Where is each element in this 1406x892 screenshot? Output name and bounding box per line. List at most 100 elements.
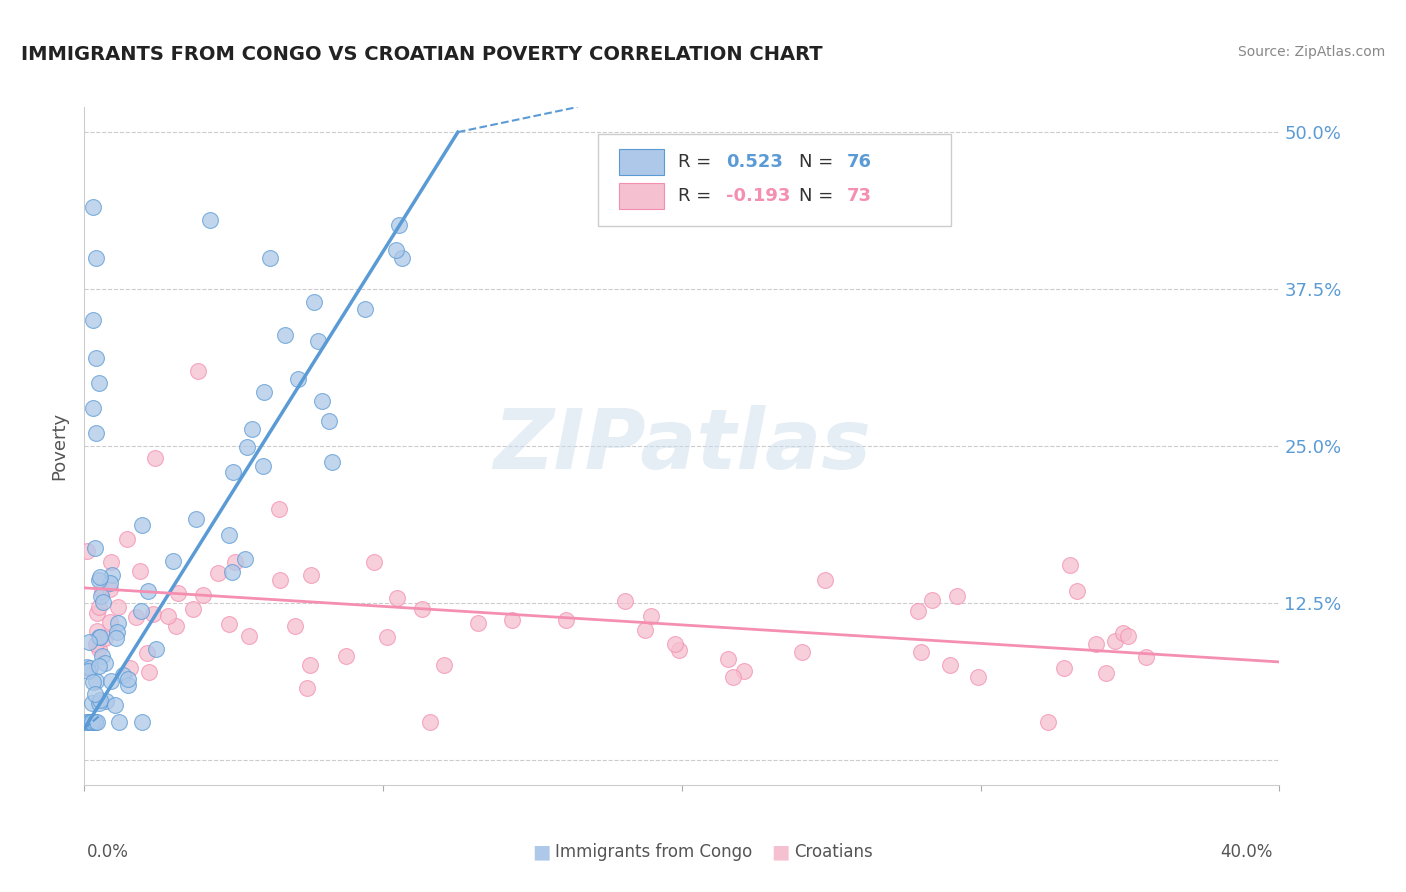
Point: [93, 595, 115, 609]
Text: 0.523: 0.523: [725, 153, 783, 171]
Point: [555, 613, 578, 627]
Point: [1053, 661, 1076, 675]
Point: [89, 631, 111, 645]
Point: [253, 384, 276, 399]
Point: [318, 414, 340, 428]
Point: [76, 715, 98, 730]
Text: -0.193: -0.193: [725, 186, 790, 205]
Point: [269, 573, 291, 587]
Point: [84, 673, 107, 688]
Point: [433, 657, 456, 672]
Point: [1104, 633, 1126, 648]
Point: [391, 251, 413, 265]
Point: [287, 372, 309, 386]
Point: [375, 630, 398, 644]
Point: [157, 609, 180, 624]
Point: [84, 715, 107, 730]
Point: [117, 678, 139, 692]
Point: [284, 619, 307, 633]
Point: [79, 715, 101, 730]
Point: [1112, 626, 1135, 640]
Point: [299, 567, 322, 582]
Point: [1135, 649, 1157, 664]
Point: [613, 593, 636, 607]
Text: ■: ■: [770, 843, 790, 862]
Point: [668, 643, 690, 657]
Point: [921, 592, 943, 607]
Point: [82, 715, 104, 730]
Point: [91, 583, 114, 598]
Point: [240, 422, 263, 436]
Point: [98, 582, 121, 597]
Point: [89, 697, 111, 711]
Point: [80, 715, 103, 730]
Point: [723, 670, 745, 684]
Point: [82, 401, 104, 416]
Text: Croatians: Croatians: [794, 843, 873, 861]
Point: [86, 351, 108, 365]
Point: [129, 604, 152, 618]
Point: [411, 601, 433, 615]
Point: [252, 458, 274, 473]
Point: [384, 243, 406, 257]
Point: [93, 656, 115, 670]
Point: [335, 648, 357, 663]
Point: [717, 652, 740, 666]
Point: [236, 440, 259, 454]
Point: [311, 394, 333, 409]
Point: [136, 646, 159, 660]
Text: R =: R =: [678, 153, 717, 171]
Text: N =: N =: [799, 153, 839, 171]
Point: [100, 673, 122, 688]
Point: [79, 661, 101, 675]
Text: 73: 73: [846, 186, 872, 205]
Point: [76, 715, 98, 730]
Point: [238, 630, 260, 644]
Point: [363, 555, 385, 569]
Point: [98, 575, 121, 590]
Point: [87, 631, 110, 645]
Point: [295, 681, 318, 695]
Point: [387, 591, 409, 605]
Point: [86, 624, 108, 638]
Point: [138, 584, 160, 599]
FancyBboxPatch shape: [599, 134, 950, 226]
Point: [299, 657, 322, 672]
Text: ■: ■: [531, 843, 551, 862]
Point: [1116, 629, 1139, 643]
Point: [354, 302, 377, 317]
Point: [222, 465, 245, 479]
Point: [1066, 584, 1088, 599]
Point: [89, 600, 111, 615]
Point: [907, 604, 929, 618]
Point: [221, 565, 243, 579]
Point: [108, 715, 131, 730]
Text: 0.0%: 0.0%: [87, 843, 129, 861]
Point: [84, 541, 107, 556]
Point: [118, 660, 141, 674]
Point: [207, 566, 229, 580]
Point: [302, 295, 325, 310]
Text: Source: ZipAtlas.com: Source: ZipAtlas.com: [1237, 45, 1385, 59]
Point: [89, 642, 111, 657]
Point: [664, 637, 686, 651]
Point: [84, 637, 107, 651]
Point: [1094, 666, 1116, 681]
Point: [191, 588, 214, 602]
Point: [467, 615, 489, 630]
Point: [419, 715, 441, 730]
Text: 40.0%: 40.0%: [1220, 843, 1272, 861]
Point: [90, 590, 112, 604]
Point: [967, 670, 990, 684]
Point: [267, 501, 290, 516]
Point: [125, 609, 148, 624]
Point: [112, 667, 135, 681]
Point: [307, 334, 329, 348]
Point: [98, 615, 121, 629]
Point: [145, 641, 167, 656]
Point: [388, 218, 411, 232]
Point: [143, 451, 166, 466]
Point: [104, 631, 127, 645]
Point: [131, 715, 153, 730]
Point: [76, 544, 98, 558]
